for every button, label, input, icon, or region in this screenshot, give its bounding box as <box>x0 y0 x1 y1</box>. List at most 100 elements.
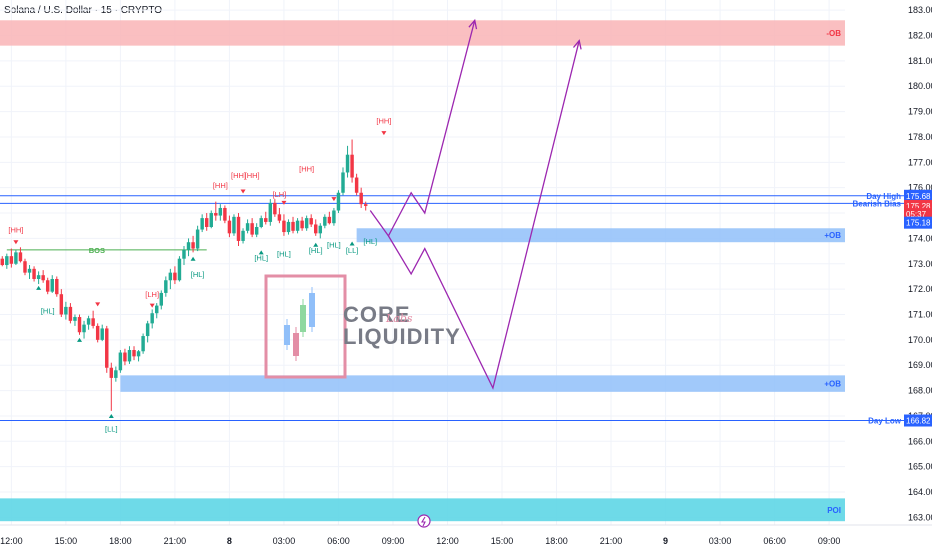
candle-bull <box>336 192 341 211</box>
candle-bull <box>268 202 273 222</box>
candle-bear <box>123 352 127 362</box>
swing-low-marker <box>108 413 114 418</box>
zone-supply <box>0 20 845 46</box>
projection-paths <box>369 18 582 390</box>
y-tick-label: 176.00 <box>908 183 932 193</box>
swing-label: [HH] <box>213 181 228 190</box>
projection-path-2 <box>387 40 580 390</box>
swing-high-marker <box>240 189 246 194</box>
candle-bear <box>282 220 286 233</box>
price-tag-label: 166.82 <box>906 417 931 426</box>
candle-bear <box>354 177 359 193</box>
candle-bear <box>359 192 363 205</box>
candle-bear <box>59 294 64 315</box>
candle-bull <box>118 352 123 371</box>
swing-label: [HH] <box>299 165 314 174</box>
y-tick-label: 183.00 <box>908 5 932 15</box>
replay-icon-bolt <box>421 516 426 527</box>
swing-label: [HL] <box>363 237 377 246</box>
projection-path-1-arrowhead <box>468 18 478 30</box>
swing-high-marker <box>331 197 337 202</box>
candle-bull <box>304 218 309 229</box>
swing-high-marker <box>281 200 287 205</box>
candle-bear <box>105 328 109 368</box>
candle-bear <box>314 224 318 234</box>
swing-label: [LH] <box>145 290 159 299</box>
swing-high-marker <box>149 303 155 308</box>
logo-candle <box>284 325 290 345</box>
candle-bear <box>273 202 277 215</box>
zone-demand-lower <box>120 375 846 392</box>
candle-bull <box>332 210 336 224</box>
price-tag-label: 175.18 <box>906 219 931 228</box>
candle-bull <box>14 252 18 264</box>
price-tag <box>904 414 932 427</box>
candle-bull <box>100 328 104 340</box>
logo-candle <box>309 293 315 327</box>
candle-bear <box>77 317 82 333</box>
candle-bull <box>73 317 77 321</box>
zone-demand-upper <box>356 228 845 243</box>
candle-bull <box>323 216 327 226</box>
candle-bull <box>36 275 41 279</box>
x-tick-label: 21:00 <box>164 536 187 546</box>
grid-lines <box>0 0 845 525</box>
y-tick-label: 172.00 <box>908 284 932 294</box>
x-tick-label: 09:00 <box>818 536 841 546</box>
candle-bull <box>5 256 9 266</box>
candle-bull <box>245 223 250 231</box>
candle-bull <box>64 306 68 315</box>
candle-bear <box>264 218 268 222</box>
candle-bear <box>277 214 282 221</box>
logo-candle <box>300 305 306 332</box>
replay-icon-ring <box>417 514 431 528</box>
zone-label-supply: -OB <box>826 29 841 38</box>
price-axis: 163.00164.00165.00166.00167.00168.00169.… <box>904 5 932 522</box>
swing-label: [HL] <box>277 250 291 259</box>
swing-markers <box>13 131 387 418</box>
candle-bull <box>186 242 191 250</box>
y-tick-label: 170.00 <box>908 335 932 345</box>
candle-bear <box>291 221 295 231</box>
zone-label-poi: POI <box>827 506 841 515</box>
candle-bear <box>173 272 177 281</box>
y-tick-label: 179.00 <box>908 107 932 117</box>
candle-bull <box>295 220 300 231</box>
x-tick-label: 12:00 <box>436 536 459 546</box>
swing-high-marker <box>95 302 101 307</box>
x-tick-label: 9 <box>663 536 668 546</box>
swing-label: [HL] <box>309 246 323 255</box>
y-tick-label: 178.00 <box>908 132 932 142</box>
candle-bull <box>141 336 145 352</box>
swing-low-marker <box>313 242 319 247</box>
logo-text-liquidity: LIQUIDITY <box>343 324 461 349</box>
price-tag-label: 175.68 <box>906 192 931 201</box>
candle-bull <box>318 225 323 234</box>
x-tick-label: 12:00 <box>0 536 23 546</box>
candle-bull <box>200 218 204 230</box>
candle-bear <box>223 207 227 221</box>
swing-label: [HL] <box>191 270 205 279</box>
candle-bear <box>41 275 45 281</box>
y-tick-label: 174.00 <box>908 233 932 243</box>
candle-bull <box>145 323 150 337</box>
candle-bull <box>82 324 86 333</box>
x-tick-label: 18:00 <box>545 536 568 546</box>
swing-label: [HH] <box>376 116 391 125</box>
candle-bull <box>159 292 164 306</box>
candle-bear <box>45 280 50 292</box>
logo-candle <box>293 333 299 356</box>
price-tag-label: 05:37 <box>906 210 927 219</box>
candle-bull <box>286 221 291 233</box>
y-tick-label: 182.00 <box>908 31 932 41</box>
x-tick-label: 03:00 <box>709 536 732 546</box>
candle-bull <box>345 154 350 173</box>
candle-bull <box>259 218 263 227</box>
candle-bear <box>309 218 313 225</box>
y-tick-label: 173.00 <box>908 259 932 269</box>
candle-bear <box>204 218 209 227</box>
y-tick-label: 181.00 <box>908 56 932 66</box>
